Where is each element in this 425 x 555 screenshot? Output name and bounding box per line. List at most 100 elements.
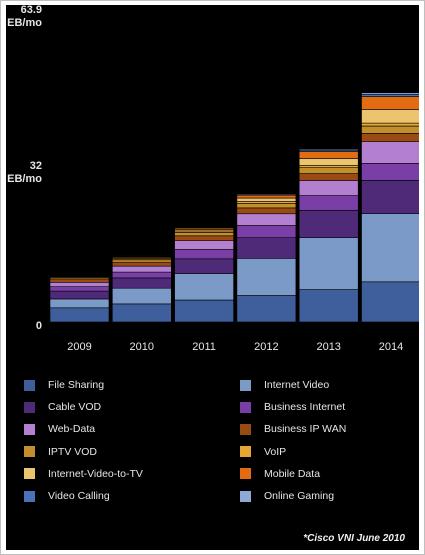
bar-segment-2011-1 <box>174 273 234 301</box>
legend-label: Cable VOD <box>48 401 102 414</box>
legend-label: Business Internet <box>264 401 346 414</box>
bar-segment-2013-3 <box>298 195 359 211</box>
legend-swatch <box>240 468 251 480</box>
bar-segment-2011-2 <box>174 258 234 274</box>
legend-item: Video Calling <box>24 489 110 503</box>
legend-label: Business IP WAN <box>264 423 347 436</box>
bar-segment-2009-3 <box>49 286 110 292</box>
bar-segment-2010-1 <box>112 287 172 305</box>
legend-item: VoIP <box>240 445 286 459</box>
legend-label: Mobile Data <box>264 467 321 480</box>
bar-segment-2012-8 <box>236 197 297 202</box>
bar-segment-2009-4 <box>49 281 110 287</box>
x-tick-label: 2011 <box>192 341 216 353</box>
x-tick-label: 2013 <box>316 341 340 353</box>
bar-segment-2013-1 <box>298 237 359 290</box>
legend-item: Online Gaming <box>240 489 334 503</box>
bar-segment-2010-4 <box>112 265 172 273</box>
legend-item: File Sharing <box>24 378 104 392</box>
legend-swatch <box>24 379 35 391</box>
bar-segment-2014-5 <box>361 133 419 142</box>
bar-segment-2013-11 <box>298 148 359 151</box>
bar-segment-2013-8 <box>298 158 359 166</box>
legend-label: VoIP <box>264 445 287 458</box>
legend-swatch <box>240 379 251 391</box>
bar-segment-2010-6 <box>112 259 172 263</box>
source-note: *Cisco VNI June 2010 <box>303 533 405 544</box>
bar-segment-2010-2 <box>112 277 172 289</box>
bar-segment-2013-6 <box>298 167 359 174</box>
bar-segment-2011-11 <box>174 226 234 228</box>
bar-segment-2012-0 <box>236 295 297 323</box>
legend-item: Web-Data <box>24 422 95 436</box>
legend-label: Video Calling <box>48 490 110 502</box>
bar-segment-2014-2 <box>361 180 419 214</box>
bar-segment-2011-3 <box>174 249 234 260</box>
bar-segment-2014-11 <box>361 92 419 95</box>
bar-segment-2011-0 <box>174 299 234 323</box>
legend-swatch <box>240 490 251 502</box>
legend-swatch <box>24 468 35 480</box>
bar-segment-2011-5 <box>174 235 234 242</box>
bar-segment-2012-11 <box>236 193 297 195</box>
bar-segment-2014-1 <box>361 213 419 283</box>
bar-segment-2012-9 <box>236 194 297 199</box>
bar-segment-2014-0 <box>361 281 419 323</box>
y-tick-label: 63.9 EB/mo <box>7 4 42 29</box>
x-tick-label: 2010 <box>130 341 154 353</box>
legend-item: Business IP WAN <box>240 422 346 436</box>
legend-item: IPTV VOD <box>24 445 97 459</box>
x-tick-label: 2014 <box>379 341 403 353</box>
bar-segment-2009-1 <box>49 298 110 309</box>
legend-item: Mobile Data <box>240 467 320 481</box>
legend-swatch <box>24 446 35 458</box>
bar-segment-2009-2 <box>49 290 110 300</box>
legend-item: Business Internet <box>240 400 345 414</box>
legend-label: Web-Data <box>48 423 96 436</box>
bar-segment-2011-4 <box>174 240 234 250</box>
bar-segment-2012-4 <box>236 213 297 226</box>
bar-segment-2014-6 <box>361 125 419 134</box>
legend-item: Cable VOD <box>24 400 101 414</box>
bar-segment-2013-5 <box>298 173 359 181</box>
bar-segment-2012-2 <box>236 237 297 259</box>
bar-segment-2009-11 <box>49 275 110 277</box>
bar-segment-2012-5 <box>236 207 297 215</box>
legend-label: Internet Video <box>264 379 330 391</box>
bar-segment-2009-5 <box>49 278 110 283</box>
legend-swatch <box>240 401 251 413</box>
legend-swatch <box>240 446 251 458</box>
bar-segment-2012-3 <box>236 225 297 238</box>
legend-swatch <box>24 490 35 502</box>
x-tick-label: 2012 <box>254 341 278 353</box>
y-tick-label: 0 <box>35 320 42 332</box>
bar-segment-2013-0 <box>298 289 359 323</box>
legend-label: Online Gaming <box>264 490 335 502</box>
legend-label: Internet-Video-to-TV <box>48 467 143 480</box>
bar-segment-2013-7 <box>298 165 359 169</box>
bar-segment-2014-9 <box>361 96 419 110</box>
bar-segment-2010-11 <box>112 255 172 257</box>
y-tick-label: 32 EB/mo <box>7 160 42 186</box>
legend-item: Internet Video <box>240 378 329 392</box>
bar-segment-2010-3 <box>112 271 172 279</box>
legend-swatch <box>24 401 35 413</box>
bar-segment-2011-6 <box>174 232 234 237</box>
legend-swatch <box>240 423 251 435</box>
bar-segment-2014-7 <box>361 122 419 127</box>
bar-segment-2013-4 <box>298 180 359 196</box>
chart-panel: 2009 2010 2011 2012 2013 2014 63.9 EB/mo 32 EB/m… <box>6 4 419 550</box>
bar-segment-2012-6 <box>236 203 297 209</box>
bar-segment-2013-9 <box>298 151 359 159</box>
bar-segment-2009-0 <box>49 307 110 323</box>
bar-segment-2013-2 <box>298 210 359 239</box>
bar-segment-2012-1 <box>236 258 297 296</box>
legend-swatch <box>24 423 35 435</box>
bar-segment-2010-5 <box>112 261 172 267</box>
legend-label: IPTV VOD <box>48 445 98 458</box>
bar-segment-2014-4 <box>361 141 419 164</box>
legend-label: File Sharing <box>48 379 105 391</box>
stacked-bar-chart: 2009 2010 2011 2012 2013 2014 <box>49 92 419 353</box>
x-tick-label: 2009 <box>67 341 91 353</box>
